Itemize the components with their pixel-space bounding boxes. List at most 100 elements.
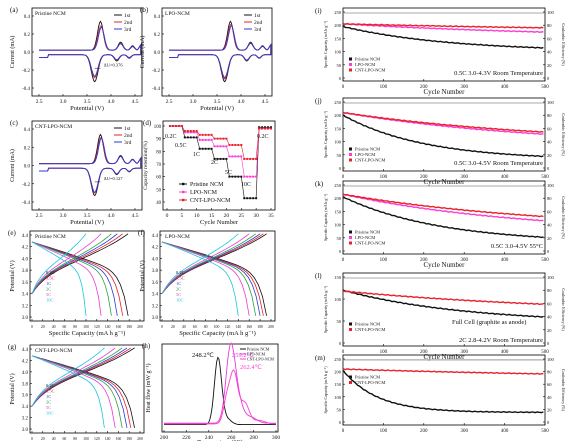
y-tick-label: 4.2: [22, 359, 29, 364]
x-tick-label: 400: [501, 429, 509, 434]
legend-entry: CNT-LPO-NCM: [355, 380, 385, 385]
x-tick-label: 160: [116, 437, 122, 441]
y-tick-label: 3.8: [22, 382, 29, 387]
y-tick-label: 0: [547, 341, 550, 346]
rate-point: [261, 126, 264, 129]
x-tick-label: 3.5: [214, 99, 221, 105]
y-tick-label: 0: [547, 420, 550, 425]
rate-point: [195, 136, 198, 139]
rate-point: [231, 155, 234, 158]
legend-entry: Pristine NCM: [355, 375, 380, 380]
x-tick-label: 0: [342, 258, 345, 263]
x-tick-label: 2.5: [36, 99, 43, 105]
x-tick-label: 500: [541, 350, 549, 355]
rate-point: [210, 138, 213, 141]
y-tick-label: 50: [156, 188, 161, 193]
y-tick-label: 250: [334, 100, 342, 105]
y-tick-label: 3.8: [152, 269, 159, 274]
rate-point: [183, 136, 186, 139]
x-tick-label: 3.5: [84, 213, 91, 219]
legend-entry: 1st: [254, 13, 261, 19]
y-tick-label: 0.2: [24, 33, 31, 38]
peak-label: 259.2℃: [232, 352, 255, 359]
rate-point: [225, 145, 228, 148]
rate-point: [228, 175, 231, 178]
panel-label: (a): [10, 6, 18, 14]
x-tick-label: 120: [94, 325, 100, 329]
rate-point: [252, 175, 255, 178]
y-tick-label: 200: [334, 23, 342, 28]
rate-point: [213, 145, 216, 148]
y-tick-label: 70: [156, 163, 161, 168]
legend-marker: [182, 190, 185, 194]
cv-cycle-2: [39, 25, 142, 79]
y-tick-label: 100: [547, 183, 555, 188]
x-tick-label: 40: [182, 325, 186, 329]
panel-h-frame: [161, 343, 279, 433]
peak-label: 262.4℃: [240, 364, 263, 371]
rate-point: [210, 133, 213, 136]
rate-point: [207, 133, 210, 136]
y-tick-label: 150: [334, 36, 342, 41]
x-tick-label: 15: [209, 213, 215, 219]
y-tick-label: 0.0: [24, 165, 31, 170]
capacity-series: [343, 112, 544, 133]
legend-entry: CNT-LPO-NCM: [247, 357, 274, 362]
y-tick-label: -0.4: [152, 87, 160, 92]
x-tick-label: 200: [160, 435, 169, 441]
x-tick-label: 200: [420, 429, 428, 434]
capacity-series: [342, 370, 544, 414]
legend-marker: [349, 158, 352, 162]
y-tick-label: 4.4: [22, 234, 29, 239]
y-tick-label: 50: [337, 63, 342, 68]
y-tick-label: 4.4: [152, 234, 159, 239]
y-tick-label: 0.4: [24, 128, 31, 133]
x-tick-label: 0: [342, 429, 345, 434]
rate-label: 1C: [46, 281, 51, 286]
legend-marker: [349, 147, 352, 151]
rate-point: [255, 157, 258, 160]
y-tick-label: 0.2: [24, 146, 31, 151]
x-tick-label: 0: [31, 325, 33, 329]
charge-curve: [31, 347, 105, 407]
y2-axis-label: Coulombic Efficiency (%): [561, 369, 566, 412]
y-tick-label: -0.2: [152, 69, 160, 74]
rate-point: [270, 127, 272, 130]
y-tick-label: 50: [337, 407, 342, 412]
rate-point: [192, 136, 195, 139]
y-tick-label: 3.6: [22, 281, 29, 286]
x-tick-label: 160: [116, 325, 122, 329]
x-tick-label: 120: [225, 325, 231, 329]
rate-point: [225, 137, 228, 140]
rate-point: [234, 155, 237, 158]
test-condition: 0.5C 3.0-4.3V Room Temperature: [454, 70, 543, 77]
y-tick-label: -0.2: [22, 183, 30, 188]
x-axis-label: Specific Capacity (mA h g⁻¹): [179, 330, 256, 337]
x-tick-label: 100: [380, 258, 388, 263]
x-tick-label: 220: [182, 435, 191, 441]
rate-point: [237, 144, 240, 146]
y-tick-label: 100: [154, 125, 162, 130]
delta-u-label: ΔU=0.376: [104, 62, 124, 67]
rate-label: 0.2C: [46, 383, 55, 388]
x-tick-label: 4.5: [132, 99, 139, 105]
legend-marker: [349, 68, 352, 72]
y-tick-label: 0.4: [154, 15, 161, 20]
legend-entry: Pristine NCM: [355, 230, 380, 235]
rate-label: 0.2C: [257, 134, 269, 140]
rate-point: [219, 145, 222, 148]
y-tick-label: 80: [547, 113, 552, 118]
x-tick-label: 300: [460, 85, 468, 90]
y-tick-label: 100: [334, 50, 342, 55]
legend-entry: 3rd: [254, 27, 262, 33]
legend-marker: [349, 57, 352, 61]
panel-label: (d): [143, 119, 152, 127]
y-tick-label: 60: [547, 301, 552, 306]
panel-title: CNT-LPO-NCM: [35, 348, 72, 354]
x-tick-label: 3.0: [190, 99, 197, 105]
y-tick-label: 4.2: [22, 246, 29, 251]
y-tick-label: 100: [334, 297, 342, 302]
rate-point: [201, 138, 204, 141]
discharge-curve: [161, 241, 239, 316]
x-tick-label: 100: [380, 350, 388, 355]
